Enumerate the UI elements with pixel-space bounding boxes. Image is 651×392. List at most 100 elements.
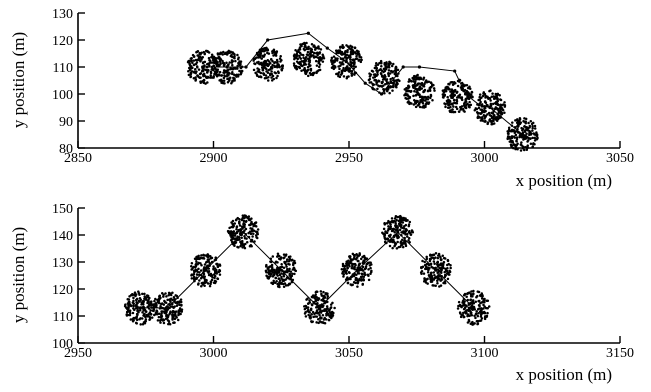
cluster-point (186, 60, 190, 64)
cluster-point (173, 305, 176, 308)
cluster-point (240, 236, 243, 239)
cluster-point (203, 275, 206, 278)
cluster-point (266, 62, 269, 66)
cluster-point (156, 319, 160, 322)
cluster-point (483, 310, 486, 314)
cluster-point (350, 259, 353, 262)
cluster-point (383, 91, 386, 95)
trajectory-point (244, 65, 248, 69)
cluster-point (208, 59, 211, 62)
cluster-point (442, 256, 446, 260)
cluster-point (305, 306, 308, 310)
cluster-point (133, 308, 136, 312)
cluster-point (306, 50, 310, 54)
cluster-point (323, 309, 327, 312)
cluster-point (169, 305, 173, 308)
cluster-point (274, 276, 278, 280)
cluster-point (431, 99, 434, 102)
cluster-point (209, 255, 212, 258)
cluster-point (449, 105, 452, 109)
cluster-point (210, 61, 214, 64)
cluster-point (280, 59, 283, 62)
cluster-point (306, 65, 310, 69)
cluster-point (370, 69, 374, 73)
cluster-point (124, 306, 128, 309)
y-tick-label: 140 (52, 229, 73, 244)
cluster-point (292, 261, 295, 265)
cluster-point (360, 279, 363, 282)
cluster-point (319, 48, 323, 51)
cluster-point (333, 60, 336, 63)
cluster-point (268, 271, 271, 274)
cluster-point (381, 75, 384, 78)
cluster-point (308, 299, 311, 302)
cluster-point (163, 310, 167, 313)
cluster-point (304, 311, 307, 314)
cluster-point (442, 260, 446, 264)
cluster-point (230, 53, 233, 57)
cluster-point (279, 256, 283, 259)
cluster-point (389, 62, 392, 65)
cluster-point (476, 308, 480, 311)
cluster-point (351, 49, 355, 52)
cluster-point (135, 303, 138, 306)
cluster-point (417, 93, 421, 97)
cluster-point (387, 69, 391, 72)
cluster-point (475, 107, 479, 111)
cluster-point (408, 101, 412, 105)
cluster-point (403, 230, 407, 233)
cluster-point (233, 53, 236, 56)
cluster-point (345, 269, 348, 272)
cluster-point (367, 268, 370, 271)
cluster-point (370, 269, 373, 273)
cluster-point (514, 133, 518, 137)
cluster-point (271, 275, 275, 278)
cluster-point (468, 100, 471, 104)
cluster-point (264, 74, 268, 77)
cluster-point (428, 254, 432, 257)
cluster-point (309, 50, 312, 53)
cluster-point (382, 227, 386, 231)
cluster-point (507, 126, 511, 129)
cluster-point (422, 104, 425, 108)
cluster-7 (340, 252, 373, 288)
cluster-point (352, 262, 356, 266)
cluster-point (339, 64, 342, 68)
cluster-point (483, 317, 487, 321)
cluster-point (255, 231, 259, 235)
cluster-point (256, 228, 260, 231)
cluster-point (374, 64, 378, 67)
cluster-point (375, 81, 379, 84)
cluster-point (491, 102, 495, 106)
x-tick-label: 2850 (64, 151, 92, 166)
cluster-point (242, 244, 246, 248)
cluster-point (522, 137, 526, 140)
cluster-point (268, 265, 271, 268)
cluster-point (360, 272, 364, 276)
cluster-point (303, 307, 307, 311)
cluster-point (350, 266, 354, 270)
cluster-point (436, 265, 440, 268)
cluster-point (338, 75, 342, 79)
cluster-point (196, 58, 199, 62)
cluster-point (177, 311, 180, 315)
cluster-point (244, 227, 248, 231)
cluster-point (265, 274, 268, 277)
cluster-point (320, 292, 323, 296)
cluster-point (199, 269, 203, 272)
cluster-point (232, 231, 235, 235)
cluster-point (391, 227, 394, 231)
cluster-point (398, 221, 402, 225)
cluster-point (412, 94, 415, 98)
cluster-point (421, 100, 424, 104)
cluster-2 (210, 49, 244, 85)
cluster-point (347, 54, 351, 57)
cluster-point (126, 298, 129, 301)
cluster-point (318, 68, 322, 72)
cluster-point (424, 96, 428, 99)
cluster-point (151, 309, 155, 312)
cluster-point (386, 238, 389, 241)
cluster-point (138, 317, 141, 321)
cluster-point (270, 72, 274, 76)
trajectory-point (279, 268, 283, 272)
